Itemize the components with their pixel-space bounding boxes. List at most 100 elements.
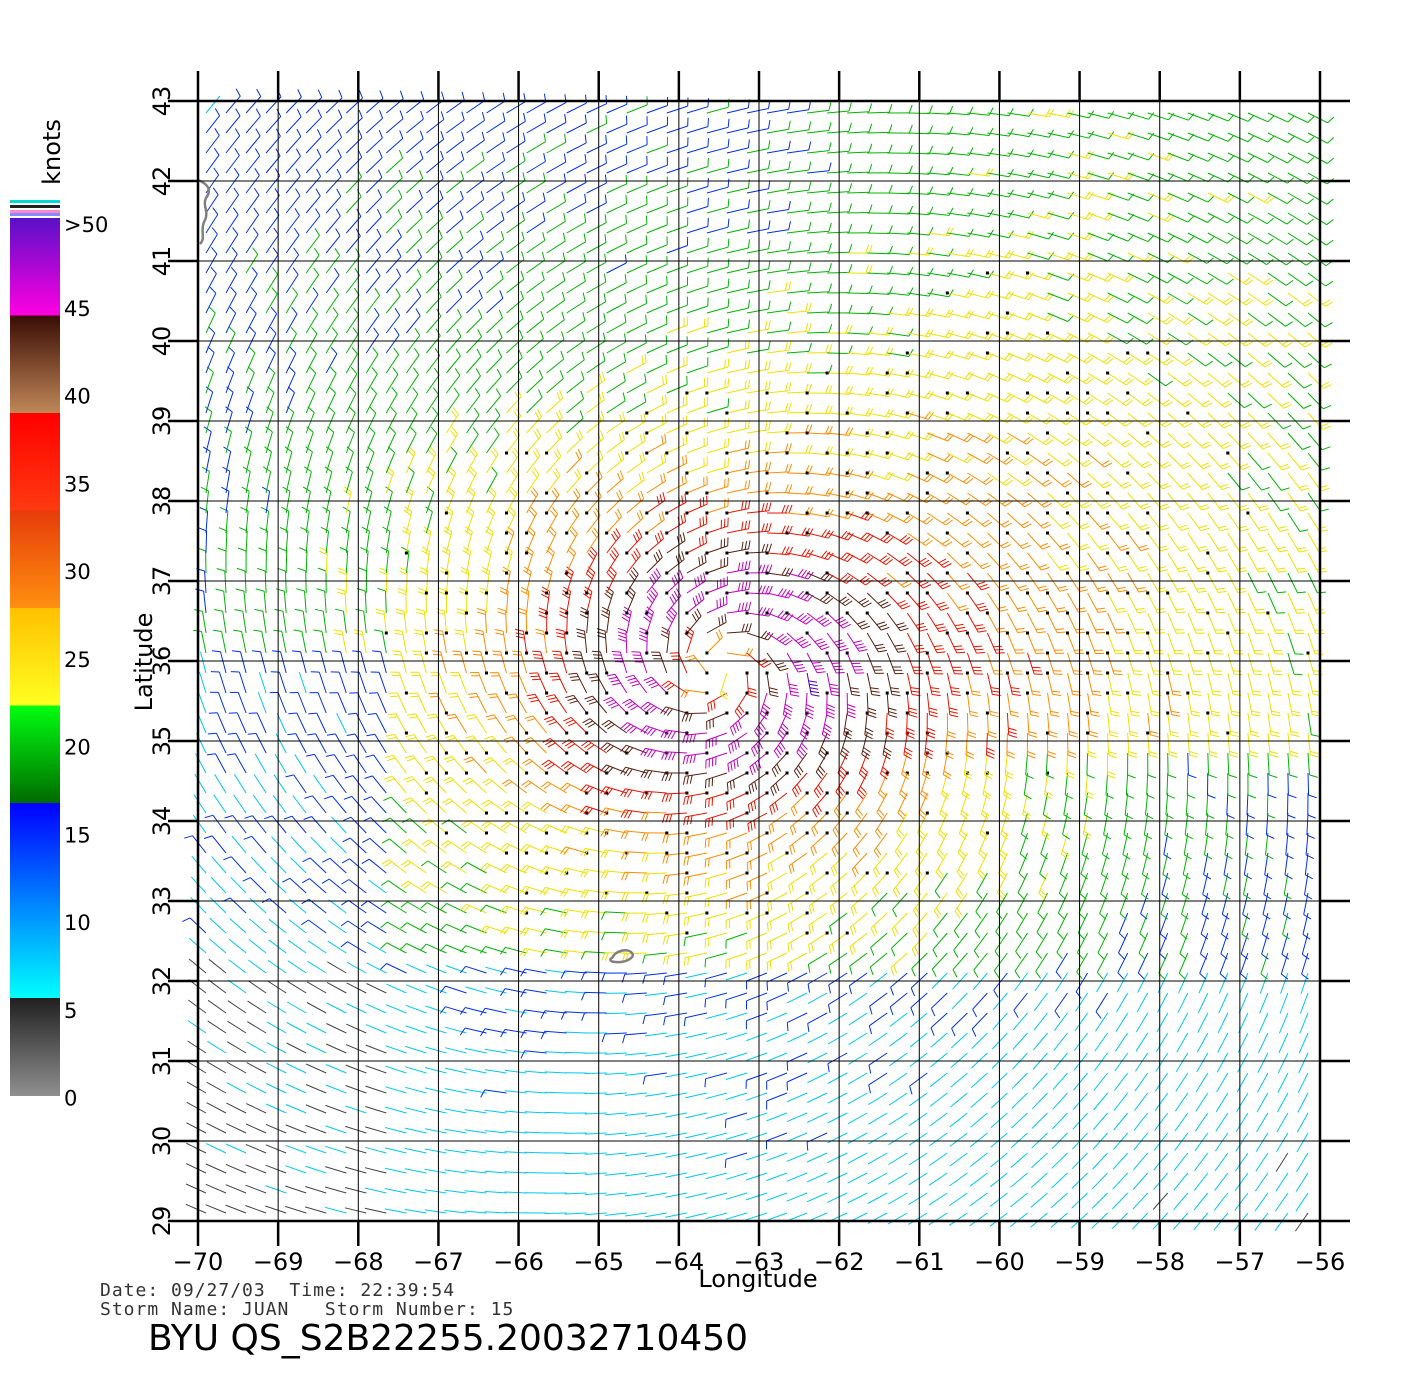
wind-barb xyxy=(828,972,848,994)
wind-barb xyxy=(1067,130,1095,139)
wind-barb xyxy=(807,487,834,497)
wind-barb xyxy=(666,236,689,254)
wind-barb xyxy=(504,1191,527,1194)
wind-barb xyxy=(1167,732,1178,758)
wind-barb xyxy=(1299,1012,1309,1034)
wind-barb xyxy=(367,713,387,734)
wind-barb xyxy=(641,831,669,842)
wind-barb xyxy=(1267,572,1287,594)
wind-barb xyxy=(786,121,812,134)
wind-barb xyxy=(1267,712,1280,738)
wind-barb xyxy=(580,847,607,857)
wind-barb xyxy=(807,101,832,114)
wind-barb xyxy=(965,591,989,612)
wind-barb xyxy=(986,652,1003,675)
wind-barb xyxy=(885,451,914,461)
wind-barb xyxy=(514,628,529,655)
wind-barb xyxy=(1026,271,1055,281)
wind-barb xyxy=(746,280,771,294)
wind-barb xyxy=(325,1104,347,1114)
wind-barb xyxy=(1255,1132,1269,1152)
wind-barb xyxy=(586,214,607,234)
wind-barb xyxy=(1106,691,1120,717)
wind-barb xyxy=(1010,1132,1028,1149)
wind-barb xyxy=(345,1023,367,1034)
wind-barb xyxy=(1114,1052,1129,1072)
wind-barb xyxy=(1287,472,1310,491)
wind-barb xyxy=(930,992,948,1017)
wind-barb xyxy=(888,1112,908,1126)
wind-barb xyxy=(421,839,447,854)
wind-barb xyxy=(325,406,336,434)
wind-barb xyxy=(1180,912,1189,940)
wind-barb xyxy=(1166,351,1194,367)
wind-barb xyxy=(726,419,751,434)
wind-barb xyxy=(211,650,227,674)
wind-barb xyxy=(789,811,809,836)
wind-barb xyxy=(480,883,507,894)
wind-barb xyxy=(1167,432,1192,449)
wind-barb xyxy=(889,992,908,1016)
wind-barb xyxy=(1004,752,1014,780)
wind-barb xyxy=(987,311,1015,320)
wind-barb xyxy=(459,965,487,974)
wind-barb xyxy=(591,650,609,675)
wind-barb xyxy=(1194,1152,1209,1171)
wind-barb xyxy=(1187,392,1213,408)
wind-barb xyxy=(644,992,667,996)
wind-barb xyxy=(360,921,387,934)
wind-barb xyxy=(226,1061,247,1074)
wind-barb xyxy=(1127,612,1146,634)
wind-barb xyxy=(225,88,241,114)
wind-barb xyxy=(314,608,327,634)
wind-barb xyxy=(1267,312,1293,327)
wind-barb xyxy=(330,671,347,694)
wind-barb xyxy=(665,1092,687,1098)
wind-barb xyxy=(913,871,929,899)
wind-barb xyxy=(1187,492,1210,511)
wind-barb xyxy=(484,1150,507,1154)
wind-barb xyxy=(1227,472,1251,491)
wind-barb xyxy=(705,1012,728,1020)
wind-barb xyxy=(205,1163,227,1174)
wind-barb xyxy=(827,163,852,174)
wind-barb xyxy=(325,129,343,154)
wind-barb xyxy=(267,959,287,974)
wind-barb xyxy=(666,157,689,174)
wind-barb xyxy=(405,347,420,374)
lon-tick-label: −61 xyxy=(894,1248,945,1276)
wind-barb xyxy=(1247,272,1274,286)
wind-barb xyxy=(484,1190,507,1194)
wind-barb xyxy=(1247,392,1272,409)
wind-barb xyxy=(1307,472,1330,492)
wind-barb xyxy=(748,771,769,794)
wind-barb xyxy=(566,233,587,254)
wind-barb xyxy=(970,1112,988,1128)
wind-barb xyxy=(206,753,227,774)
wind-barb xyxy=(1096,952,1109,980)
wind-barb xyxy=(1227,512,1249,532)
wind-barb xyxy=(1287,672,1302,696)
wind-barb xyxy=(285,247,300,274)
wind-barb xyxy=(786,590,814,602)
wind-barb xyxy=(466,111,485,134)
wind-barb xyxy=(221,486,230,514)
wind-barb xyxy=(1267,652,1283,676)
wind-barb xyxy=(604,1132,627,1136)
wind-barb xyxy=(971,1012,988,1037)
wind-barb xyxy=(425,506,433,534)
wind-barb xyxy=(1287,732,1299,758)
wind-barb xyxy=(661,771,689,782)
wind-barb xyxy=(1287,352,1313,369)
wind-barb xyxy=(1033,992,1048,1011)
wind-barb xyxy=(666,177,689,194)
wind-barb xyxy=(210,671,227,694)
wind-barb xyxy=(908,1172,928,1186)
wind-barb xyxy=(662,912,687,925)
wind-barb xyxy=(1126,531,1150,552)
wind-barb xyxy=(1298,1052,1309,1074)
wind-barb xyxy=(325,287,340,314)
lat-tick-label: 41 xyxy=(148,246,176,277)
wind-barb xyxy=(403,506,413,534)
wind-barb xyxy=(970,1092,988,1108)
